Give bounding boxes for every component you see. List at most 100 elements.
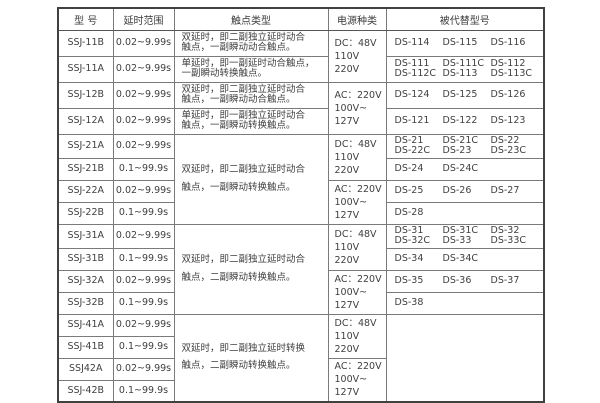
contact-type-text: 触点，二副瞬动转换触点。 bbox=[181, 360, 296, 372]
replaced-models-line: DS-121 DS-122 DS-123 bbox=[395, 114, 542, 127]
power-type-text: 100V~ bbox=[334, 102, 368, 114]
model-cell: SSJ-22B bbox=[57, 201, 114, 225]
power-type-text: 100V~ bbox=[334, 374, 368, 386]
replaced-model: DS-26 bbox=[442, 184, 472, 196]
replaced-model: DS-33C bbox=[490, 235, 527, 246]
replaced-model: DS-31C bbox=[442, 224, 479, 236]
replaced-model: DS-38 bbox=[394, 296, 424, 308]
replaced-models-cell: DS-38 bbox=[385, 291, 545, 315]
model-cell: SSJ-32B bbox=[57, 291, 114, 315]
power-type-text: 110V bbox=[334, 241, 360, 253]
replaced-models-cell: DS-25 DS-26 DS-27 bbox=[385, 179, 545, 203]
delay-range-cell: 0.02~9.99s bbox=[112, 29, 175, 57]
replaced-model: DS-25 bbox=[394, 184, 424, 196]
power-type-text: 110V bbox=[334, 50, 360, 62]
replaced-models-cell bbox=[385, 313, 545, 403]
contact-type-cell: 双延时，即二副独立延时动合 触点，二副瞬动转换触点。 bbox=[173, 223, 329, 315]
replaced-models-cell: DS-114 DS-115 DS-116 bbox=[385, 29, 545, 57]
replaced-models-cell: DS-21 DS-21C DS-22 DS-22C DS-23 DS-23C bbox=[385, 133, 545, 159]
replaced-model: DS-122 bbox=[442, 114, 478, 126]
model-cell: SSJ-31A bbox=[57, 223, 114, 249]
contact-type-text: 单延时，即一副独立延时动合 bbox=[181, 109, 306, 121]
replaced-model: DS-27 bbox=[490, 184, 520, 196]
power-type-cell: DC：48V 110V 220V bbox=[327, 223, 387, 271]
contact-type-cell: 双延时，即二副独立延时转换 触点，二副瞬动转换触点。 bbox=[173, 313, 329, 403]
power-type-cell: DC：48V 110V 220V bbox=[327, 313, 387, 359]
header-contact-type: 触点类型 bbox=[173, 7, 329, 31]
replaced-models-cell: DS-121 DS-122 DS-123 bbox=[385, 107, 545, 135]
table-header: 型 号 延时范围 触点类型 电源种类 被代替型号 bbox=[57, 7, 545, 31]
delay-range-cell: 0.1~99.9s bbox=[112, 335, 175, 359]
replaced-model: DS-112 bbox=[490, 57, 526, 69]
model-cell: SSJ-11B bbox=[57, 29, 114, 57]
replaced-model: DS-22 bbox=[490, 134, 520, 146]
model-cell: SSJ-21A bbox=[57, 133, 114, 159]
header-row: 型 号 延时范围 触点类型 电源种类 被代替型号 bbox=[57, 7, 545, 31]
table-row: SSJ-12B 0.02~9.99s 双延时，即二副独立延时动合 触点，一副瞬动动合触… bbox=[57, 81, 545, 135]
power-type-text: 127V bbox=[334, 387, 360, 399]
delay-range-cell: 0.02~9.99s bbox=[112, 55, 175, 83]
delay-range-cell: 0.02~9.99s bbox=[112, 107, 175, 135]
replaced-model: DS-34C bbox=[442, 252, 479, 264]
delay-range-cell: 0.1~99.9s bbox=[112, 157, 175, 181]
contact-type-cell: 单延时，即一副延时动合触点， 一副瞬动转换触点。 bbox=[173, 55, 329, 83]
delay-range-cell: 0.1~99.9s bbox=[112, 201, 175, 225]
power-type-text: 100V~ bbox=[334, 196, 368, 208]
power-type-cell: AC：220V 100V~ 127V bbox=[327, 269, 387, 315]
replaced-models-line: DS-24 DS-24C bbox=[395, 163, 542, 175]
replaced-models-cell: DS-31 DS-31C DS-32 DS-32C DS-33 DS-33C bbox=[385, 223, 545, 249]
contact-type-text: 双延时，即二副独立延时转换 bbox=[181, 342, 306, 354]
table-row: SSJ-32A 0.02~9.99s AC：220V 100V~ 127V DS-35 DS… bbox=[57, 269, 545, 315]
replaced-models-line: DS-22C DS-23 DS-23C bbox=[395, 145, 542, 157]
power-type-text: 110V bbox=[334, 330, 360, 342]
replaced-model: DS-32C bbox=[394, 235, 431, 246]
power-type-text: AC：220V bbox=[334, 183, 382, 195]
table-row: SSJ-11B 0.02~9.99s 双延时，即二副独立延时动合 触点，一副瞬动动合触… bbox=[57, 29, 545, 83]
delay-range-cell: 0.02~9.99s bbox=[112, 357, 175, 381]
replaced-model: DS-114 bbox=[394, 36, 430, 48]
replaced-models-line: DS-114 DS-115 DS-116 bbox=[394, 36, 542, 49]
power-type-cell: AC：220V 100V~ 127V bbox=[327, 357, 387, 403]
replaced-model: DS-21C bbox=[442, 134, 479, 146]
table-row: SSJ-41B 0.1~99.9s bbox=[57, 335, 544, 359]
replaced-models-line: DS-35 DS-36 DS-37 bbox=[395, 275, 542, 287]
replaced-model: DS-111 bbox=[394, 57, 430, 69]
table-row: SSJ-21B 0.1~99.9s DS-24 DS-24C bbox=[57, 157, 545, 181]
contact-type-text: 双延时，即二副独立延时动合 bbox=[181, 254, 306, 265]
replaced-model: DS-115 bbox=[442, 36, 478, 48]
model-cell: SSJ42A bbox=[57, 357, 114, 381]
power-type-cell: DC：48V 110V 220V bbox=[327, 29, 387, 83]
replaced-model: DS-28 bbox=[394, 206, 424, 218]
replaced-models-cell: DS-124 DS-125 DS-126 bbox=[385, 81, 545, 109]
header-model: 型 号 bbox=[57, 7, 114, 31]
power-type-text: AC：220V bbox=[334, 89, 382, 101]
delay-range-cell: 0.1~99.9s bbox=[112, 379, 175, 403]
table-row: SSJ42A 0.02~9.99s AC：220V 100V~ 127V bbox=[57, 357, 544, 403]
power-type-text: DC：48V bbox=[334, 228, 377, 240]
contact-type-cell: 双延时，即二副独立延时动合 触点，一副瞬动动合触点。 bbox=[173, 29, 329, 57]
power-type-text: DC：48V bbox=[334, 37, 377, 49]
power-type-text: AC：220V bbox=[334, 273, 382, 285]
replaced-models-cell: DS-111 DS-111C DS-112 DS-112C DS-113 DS-113C bbox=[385, 55, 545, 83]
replaced-models-line: DS-31 DS-31C DS-32 bbox=[395, 224, 542, 237]
delay-range-cell: 0.02~9.99s bbox=[112, 269, 175, 293]
model-cell: SSJ-12B bbox=[57, 81, 114, 109]
replaced-models-line: DS-25 DS-26 DS-27 bbox=[394, 184, 542, 197]
contact-type-text: 触点，二副瞬动转换触点。 bbox=[181, 271, 296, 283]
replaced-model: DS-33 bbox=[442, 235, 472, 246]
power-type-text: 127V bbox=[334, 299, 360, 311]
power-type-text: 220V bbox=[334, 63, 360, 75]
replaced-model: DS-124 bbox=[394, 88, 430, 100]
replaced-model: DS-21 bbox=[394, 134, 424, 146]
replaced-models-cell: DS-35 DS-36 DS-37 bbox=[385, 269, 545, 293]
replaced-models-line: DS-21 DS-21C DS-22 bbox=[394, 134, 542, 147]
replaced-model: DS-34 bbox=[394, 252, 424, 264]
replaced-models-line: DS-34 DS-34C bbox=[394, 252, 542, 265]
replaced-model: DS-126 bbox=[490, 88, 526, 100]
delay-range-cell: 0.02~9.99s bbox=[112, 133, 175, 159]
power-type-text: 110V bbox=[334, 151, 360, 163]
replaced-model: DS-23 bbox=[442, 145, 472, 156]
relay-spec-table: 型 号 延时范围 触点类型 电源种类 被代替型号 SSJ-11B 0.02~9.9… bbox=[57, 7, 545, 403]
replaced-model: DS-32 bbox=[490, 224, 520, 236]
